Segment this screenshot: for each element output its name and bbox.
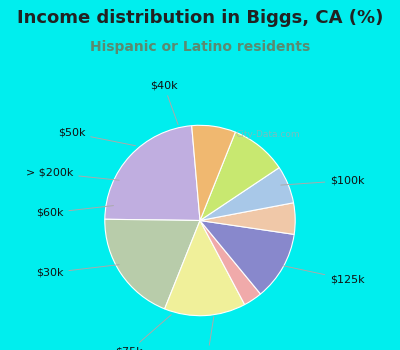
Wedge shape	[200, 220, 260, 304]
Wedge shape	[192, 125, 235, 220]
Text: $125k: $125k	[284, 266, 365, 285]
Text: City-Data.com: City-Data.com	[235, 130, 300, 139]
Wedge shape	[200, 132, 279, 220]
Wedge shape	[105, 126, 200, 220]
Text: Income distribution in Biggs, CA (%): Income distribution in Biggs, CA (%)	[17, 9, 383, 27]
Wedge shape	[105, 219, 200, 309]
Text: $75k: $75k	[115, 315, 171, 350]
Wedge shape	[200, 220, 294, 294]
Text: $100k: $100k	[281, 175, 365, 186]
Wedge shape	[165, 220, 245, 316]
Text: $40k: $40k	[150, 80, 178, 125]
Text: $30k: $30k	[36, 265, 119, 278]
Text: Hispanic or Latino residents: Hispanic or Latino residents	[90, 40, 310, 54]
Text: > $200k: > $200k	[26, 168, 119, 180]
Text: $20k: $20k	[194, 316, 222, 350]
Text: $50k: $50k	[58, 128, 135, 146]
Wedge shape	[200, 203, 295, 234]
Wedge shape	[200, 168, 294, 220]
Text: $60k: $60k	[36, 205, 114, 218]
